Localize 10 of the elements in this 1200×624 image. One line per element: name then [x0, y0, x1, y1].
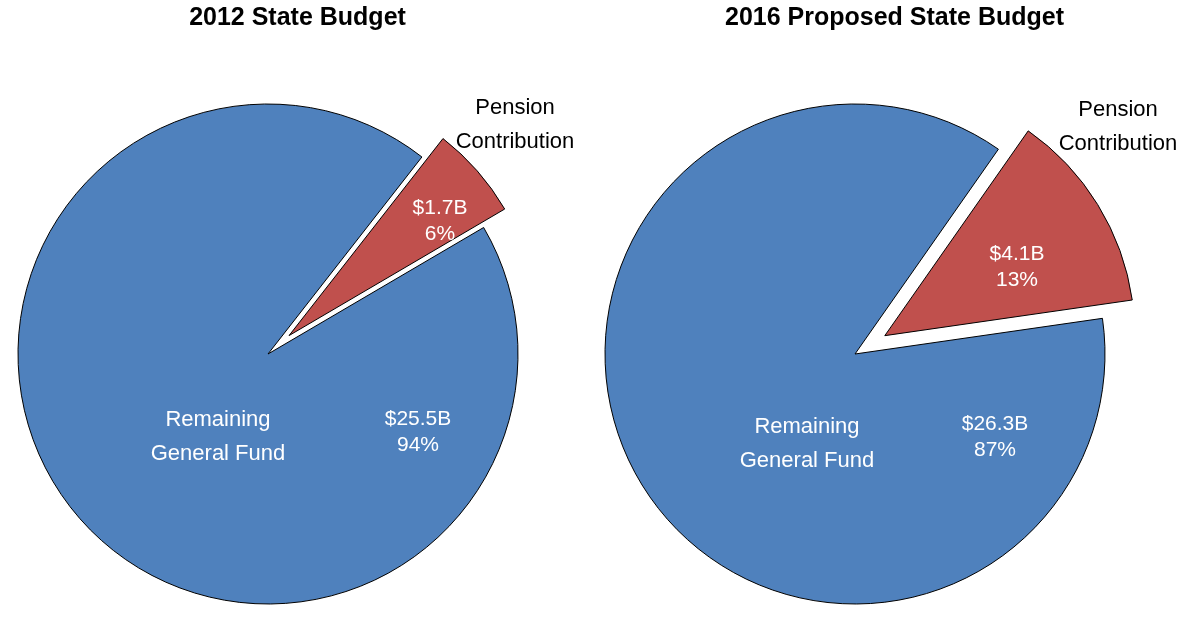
slice-label: Remaining General Fund [150, 406, 286, 465]
slice-label: Pension Contribution [1058, 96, 1178, 155]
data-label: $4.1B 13% [989, 241, 1045, 290]
slice-label: Pension Contribution [455, 94, 575, 153]
slice-label: Remaining General Fund [739, 413, 875, 472]
data-label: $1.7B 6% [412, 195, 468, 244]
data-label: $26.3B 87% [961, 411, 1029, 460]
chart-title: 2016 Proposed State Budget [725, 2, 1065, 30]
data-label: $25.5B 94% [384, 406, 452, 455]
chart-title: 2012 State Budget [189, 2, 407, 30]
